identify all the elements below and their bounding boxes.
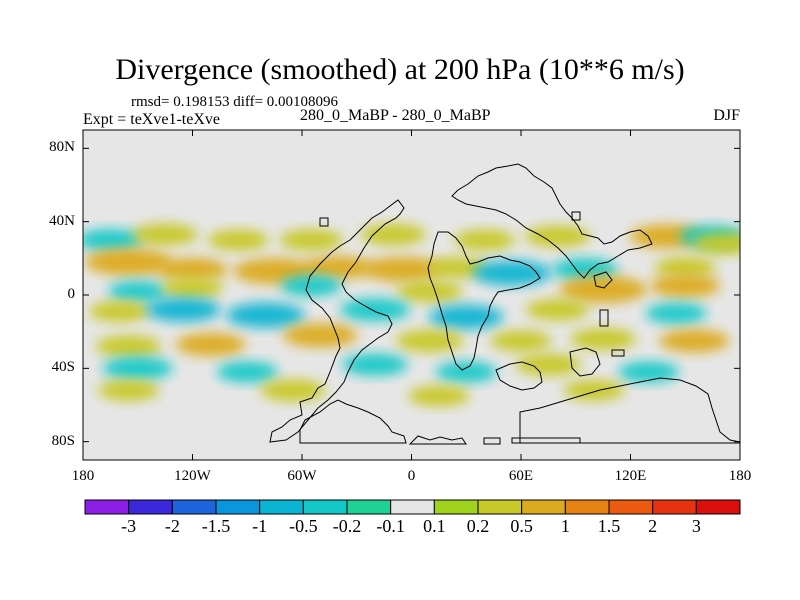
y-tick-label: 40S xyxy=(51,359,75,376)
divergence-blob-5 xyxy=(453,229,516,251)
divergence-blob-28 xyxy=(340,298,410,322)
y-tick-label: 80N xyxy=(49,139,75,156)
divergence-blob-33 xyxy=(175,333,246,356)
y-tick-label: 80S xyxy=(51,432,75,449)
divergence-blob-44 xyxy=(618,361,680,383)
x-tick-label: 120W xyxy=(174,468,211,484)
colorbar-swatch xyxy=(346,499,392,515)
season-label: DJF xyxy=(713,107,740,124)
x-tick-label: 60W xyxy=(287,468,317,484)
colorbar-tick-label: -1.5 xyxy=(201,516,231,536)
divergence-blob-2 xyxy=(207,229,269,251)
experiment-label: Expt = teXve1-teXve xyxy=(83,111,220,128)
case-subtitle: 280_0_MaBP - 280_0_MaBP xyxy=(300,107,491,124)
colorbar-swatch xyxy=(84,499,130,515)
colorbar-tick-label: -0.1 xyxy=(376,516,405,536)
divergence-blob-11 xyxy=(157,257,228,281)
colorbar-tick-label: -0.5 xyxy=(289,516,318,536)
divergence-blob-35 xyxy=(395,329,464,353)
divergence-blob-21 xyxy=(280,275,342,297)
divergence-blob-46 xyxy=(260,379,326,402)
colorbar-swatch xyxy=(477,499,523,515)
divergence-blob-22 xyxy=(396,280,463,303)
divergence-blob-6 xyxy=(524,225,591,248)
colorbar-swatch xyxy=(695,499,741,515)
x-tick-label: 60E xyxy=(508,468,534,484)
divergence-blob-23 xyxy=(559,276,647,303)
divergence-blob-25 xyxy=(88,301,151,322)
colorbar-tick-label: 1 xyxy=(560,516,570,536)
divergence-blob-4 xyxy=(360,223,427,246)
colorbar-swatch xyxy=(302,499,348,515)
divergence-blob-29 xyxy=(429,305,504,329)
stats-label: rmsd= 0.198153 diff= 0.00108096 xyxy=(131,94,339,110)
y-tick-label: 0 xyxy=(67,286,76,302)
colorbar-tick-label: -1 xyxy=(252,516,268,536)
divergence-blob-43 xyxy=(515,353,582,376)
colorbar-tick-label: 0.2 xyxy=(466,516,490,536)
colorbar-swatch xyxy=(128,499,173,515)
divergence-blob-24 xyxy=(650,274,721,298)
colorbar-tick-label: 3 xyxy=(691,516,701,536)
y-tick-label: 40N xyxy=(49,212,75,229)
colorbar-swatch xyxy=(171,499,217,515)
divergence-blob-1 xyxy=(132,223,198,246)
colorbar-swatch xyxy=(215,499,261,515)
colorbar-swatch xyxy=(259,499,304,515)
divergence-blob-14 xyxy=(362,256,442,282)
divergence-blob-18 xyxy=(654,257,716,278)
colorbar-swatch xyxy=(608,499,654,515)
divergence-blob-36 xyxy=(490,330,552,352)
divergence-blob-45 xyxy=(98,379,160,401)
colorbar-swatch xyxy=(564,499,610,515)
divergence-blob-38 xyxy=(659,329,730,353)
divergence-blob-10 xyxy=(84,248,173,276)
x-tick-label: 180 xyxy=(71,468,95,484)
divergence-blob-31 xyxy=(645,302,707,324)
divergence-blob-41 xyxy=(342,353,408,376)
coastline xyxy=(269,163,740,445)
colorbar xyxy=(84,499,741,515)
colorbar-swatch xyxy=(521,499,566,515)
x-tick-label: 120E xyxy=(614,468,647,484)
divergence-blob-15 xyxy=(426,257,488,278)
divergence-blob-9 xyxy=(692,232,740,255)
divergence-blob-37 xyxy=(570,328,636,350)
divergence-blob-42 xyxy=(435,361,497,383)
divergence-blob-47 xyxy=(408,385,470,407)
divergence-blob-30 xyxy=(525,298,590,321)
colorbar-tick-label: 1.5 xyxy=(597,516,621,536)
colorbar-swatch xyxy=(652,499,697,515)
colorbar-tick-label: -0.2 xyxy=(332,516,362,536)
colorbar-tick-label: 0.1 xyxy=(423,516,446,536)
x-tick-label: 180 xyxy=(728,468,752,484)
divergence-blob-26 xyxy=(146,297,221,322)
divergence-blob-48 xyxy=(563,379,625,401)
divergence-blob-32 xyxy=(95,335,162,358)
colorbar-tick-label: 2 xyxy=(648,516,658,536)
divergence-blob-20 xyxy=(161,277,224,299)
divergence-blob-40 xyxy=(216,361,278,383)
divergence-blob-3 xyxy=(279,229,343,251)
divergence-blob-0 xyxy=(83,229,144,251)
divergence-blob-16 xyxy=(472,260,552,286)
chart-title: Divergence (smoothed) at 200 hPa (10**6 … xyxy=(115,53,685,86)
divergence-blob-27 xyxy=(226,302,305,328)
colorbar-tick-label: 0.5 xyxy=(510,516,533,536)
divergence-blob-39 xyxy=(102,356,173,380)
colorbar-tick-label: -2 xyxy=(164,516,180,536)
colorbar-tick-label: -3 xyxy=(121,516,137,536)
divergence-blob-19 xyxy=(108,281,168,302)
colorbar-swatch xyxy=(433,499,479,515)
colorbar-swatch xyxy=(390,499,435,515)
divergence-field xyxy=(83,223,740,407)
divergence-blob-34 xyxy=(283,323,358,348)
axis-tick-marks xyxy=(82,130,741,460)
x-tick-label: 0 xyxy=(407,468,416,484)
